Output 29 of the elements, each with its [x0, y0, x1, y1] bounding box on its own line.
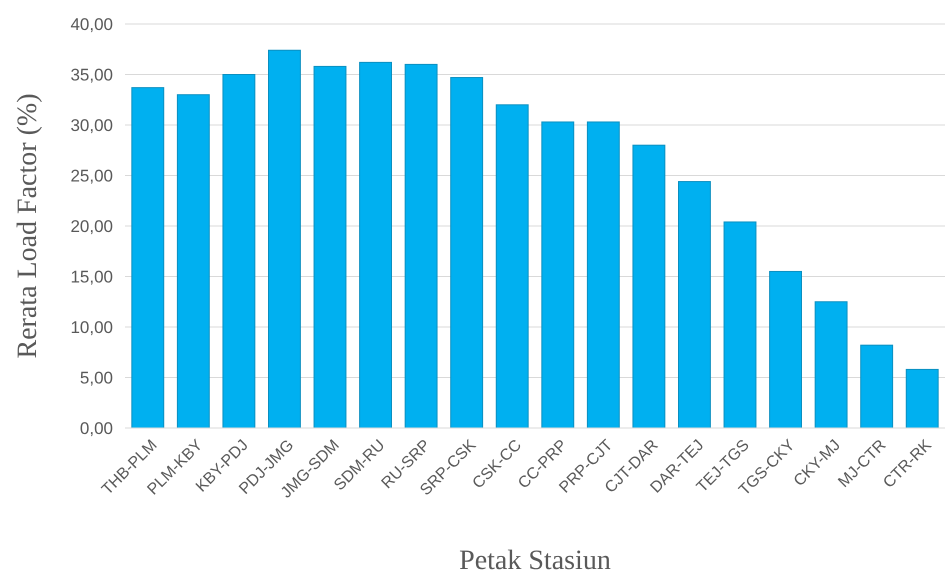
bar	[814, 301, 848, 428]
y-tick-label: 40,00	[70, 14, 113, 34]
bar	[496, 104, 529, 428]
bar	[314, 66, 346, 428]
bar	[906, 368, 939, 428]
y-tick-label: 25,00	[70, 166, 113, 186]
bar	[404, 64, 438, 428]
bar	[359, 62, 392, 428]
y-tick-label: 0,00	[80, 418, 113, 438]
bar	[724, 221, 756, 428]
bar	[450, 77, 484, 428]
bar	[541, 121, 574, 428]
x-axis-title: Petak Stasiun	[459, 545, 611, 576]
bar	[632, 144, 666, 428]
bar	[222, 74, 256, 428]
y-tick-label: 10,00	[70, 318, 113, 337]
y-tick-label: 5,00	[80, 368, 113, 388]
bar	[268, 50, 301, 428]
y-tick-label: 15,00	[70, 267, 113, 286]
y-tick-label: 20,00	[70, 216, 113, 236]
bar	[176, 94, 210, 428]
bar	[586, 121, 620, 428]
bar	[860, 344, 894, 428]
y-axis-title: Rerata Load Factor (%)	[12, 93, 43, 359]
bar	[131, 87, 164, 428]
bar	[678, 181, 711, 428]
y-tick-label: 30,00	[70, 116, 113, 135]
bar	[769, 270, 802, 428]
y-tick-label: 35,00	[70, 65, 113, 84]
